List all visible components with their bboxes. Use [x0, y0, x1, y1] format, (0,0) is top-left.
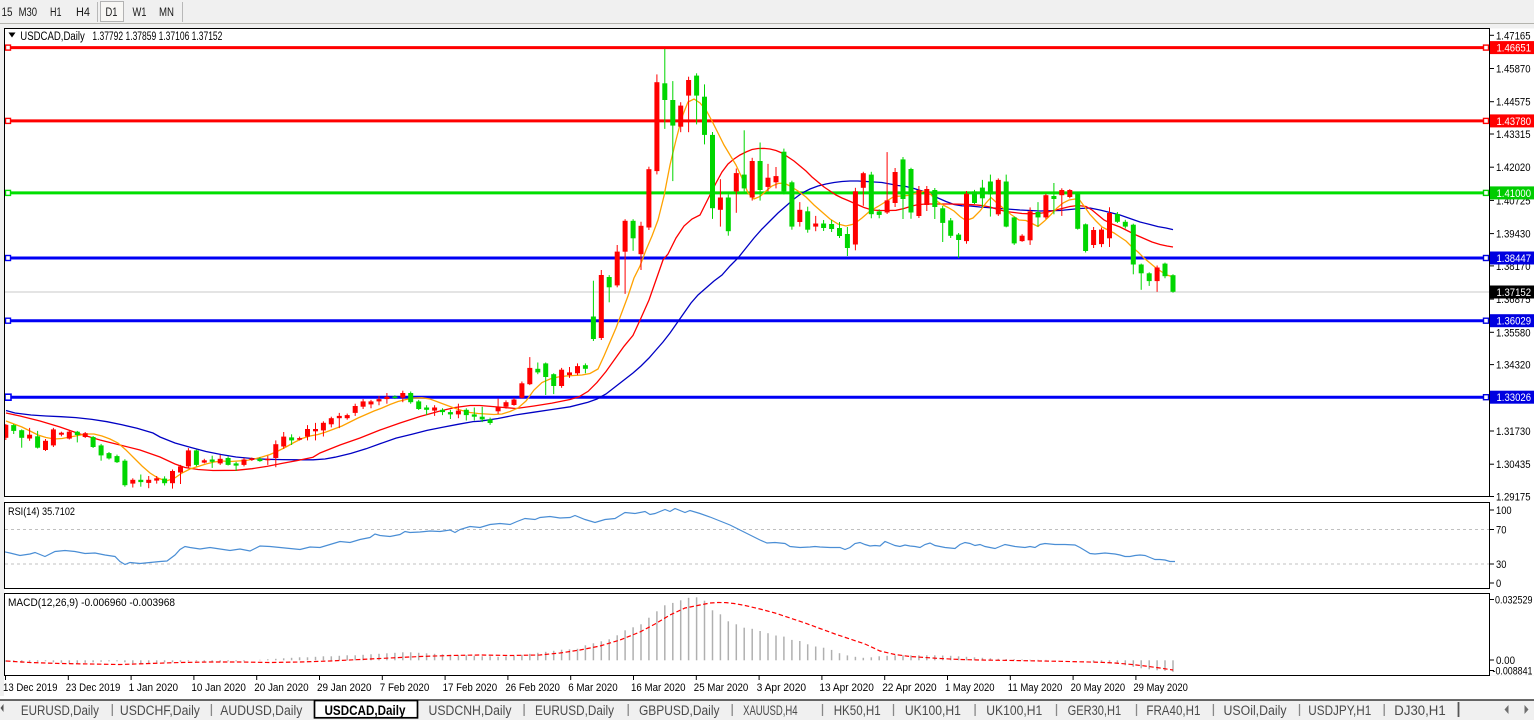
- svg-text:DJ30,H1: DJ30,H1: [1394, 703, 1445, 718]
- svg-text:1 Jan 2020: 1 Jan 2020: [129, 682, 179, 694]
- svg-text:15: 15: [2, 7, 13, 19]
- svg-text:H4: H4: [76, 7, 91, 19]
- svg-text:1.44575: 1.44575: [1496, 97, 1531, 109]
- svg-text:13 Dec 2019: 13 Dec 2019: [3, 682, 58, 694]
- svg-text:0.00: 0.00: [1496, 655, 1515, 667]
- svg-text:1.47165: 1.47165: [1496, 30, 1531, 42]
- svg-text:13 Apr 2020: 13 Apr 2020: [819, 682, 874, 694]
- svg-text:USDCHF,Daily: USDCHF,Daily: [120, 703, 200, 718]
- svg-text:1.46651: 1.46651: [1497, 43, 1532, 55]
- svg-text:-0.008841: -0.008841: [1493, 666, 1533, 678]
- svg-text:RSI(14) 35.7102: RSI(14) 35.7102: [8, 506, 75, 518]
- svg-text:22 Apr 2020: 22 Apr 2020: [882, 682, 937, 694]
- svg-text:1.30435: 1.30435: [1496, 459, 1531, 471]
- svg-text:20 May 2020: 20 May 2020: [1071, 682, 1126, 694]
- svg-text:70: 70: [1496, 525, 1506, 537]
- svg-text:XAUUSD,H4: XAUUSD,H4: [743, 703, 798, 718]
- svg-text:29 May 2020: 29 May 2020: [1133, 682, 1188, 694]
- svg-text:UK100,H1: UK100,H1: [905, 703, 961, 718]
- svg-text:D1: D1: [106, 7, 118, 19]
- svg-text:USOil,Daily: USOil,Daily: [1224, 703, 1287, 718]
- svg-text:10 Jan 2020: 10 Jan 2020: [191, 682, 246, 694]
- svg-text:FRA40,H1: FRA40,H1: [1146, 703, 1200, 718]
- svg-text:17 Feb 2020: 17 Feb 2020: [443, 682, 498, 694]
- svg-text:0: 0: [1496, 578, 1501, 590]
- svg-text:30: 30: [1496, 559, 1506, 571]
- svg-text:25 Mar 2020: 25 Mar 2020: [694, 682, 749, 694]
- svg-text:100: 100: [1496, 505, 1512, 517]
- svg-text:1.37792 1.37859 1.37106 1.3715: 1.37792 1.37859 1.37106 1.37152: [92, 31, 222, 43]
- svg-text:1.34320: 1.34320: [1496, 360, 1531, 372]
- svg-text:7 Feb 2020: 7 Feb 2020: [380, 682, 430, 694]
- svg-text:1.39430: 1.39430: [1496, 229, 1531, 241]
- svg-text:1.43780: 1.43780: [1497, 116, 1532, 128]
- svg-text:1.37152: 1.37152: [1497, 287, 1532, 299]
- svg-text:1.31730: 1.31730: [1496, 426, 1531, 438]
- svg-text:1 May 2020: 1 May 2020: [945, 682, 995, 694]
- svg-text:6 Mar 2020: 6 Mar 2020: [568, 682, 618, 694]
- svg-text:USDJPY,H1: USDJPY,H1: [1308, 703, 1371, 718]
- svg-text:HK50,H1: HK50,H1: [834, 703, 881, 718]
- svg-text:EURUSD,Daily: EURUSD,Daily: [535, 703, 614, 718]
- svg-text:1.42020: 1.42020: [1496, 162, 1531, 174]
- svg-text:1.36029: 1.36029: [1497, 316, 1532, 328]
- svg-text:20 Jan 2020: 20 Jan 2020: [254, 682, 309, 694]
- svg-text:26 Feb 2020: 26 Feb 2020: [505, 682, 560, 694]
- svg-text:1.29175: 1.29175: [1496, 492, 1531, 504]
- svg-text:1.35580: 1.35580: [1496, 327, 1531, 339]
- svg-text:GER30,H1: GER30,H1: [1068, 703, 1122, 718]
- svg-text:11 May 2020: 11 May 2020: [1008, 682, 1063, 694]
- svg-text:MN: MN: [159, 7, 174, 19]
- svg-text:16 Mar 2020: 16 Mar 2020: [631, 682, 686, 694]
- svg-text:1.38447: 1.38447: [1497, 253, 1532, 265]
- svg-text:UK100,H1: UK100,H1: [986, 703, 1042, 718]
- svg-text:EURUSD,Daily: EURUSD,Daily: [21, 703, 99, 718]
- svg-text:H1: H1: [50, 7, 62, 19]
- svg-text:GBPUSD,Daily: GBPUSD,Daily: [639, 703, 720, 718]
- svg-text:3 Apr 2020: 3 Apr 2020: [757, 682, 807, 694]
- svg-text:USDCAD,Daily: USDCAD,Daily: [20, 31, 85, 43]
- svg-text:1.45870: 1.45870: [1496, 64, 1531, 76]
- svg-text:23 Dec 2019: 23 Dec 2019: [66, 682, 121, 694]
- svg-text:29 Jan 2020: 29 Jan 2020: [317, 682, 372, 694]
- svg-text:USDCNH,Daily: USDCNH,Daily: [429, 703, 512, 718]
- svg-text:AUDUSD,Daily: AUDUSD,Daily: [220, 703, 302, 718]
- svg-text:1.33026: 1.33026: [1497, 392, 1532, 404]
- svg-text:0.032529: 0.032529: [1495, 595, 1533, 607]
- svg-text:M30: M30: [19, 7, 37, 19]
- svg-text:1.41000: 1.41000: [1497, 188, 1532, 200]
- svg-text:MACD(12,26,9) -0.006960 -0.003: MACD(12,26,9) -0.006960 -0.003968: [8, 597, 175, 609]
- svg-text:W1: W1: [133, 7, 147, 19]
- svg-text:1.43315: 1.43315: [1496, 129, 1531, 141]
- svg-text:USDCAD,Daily: USDCAD,Daily: [325, 702, 406, 718]
